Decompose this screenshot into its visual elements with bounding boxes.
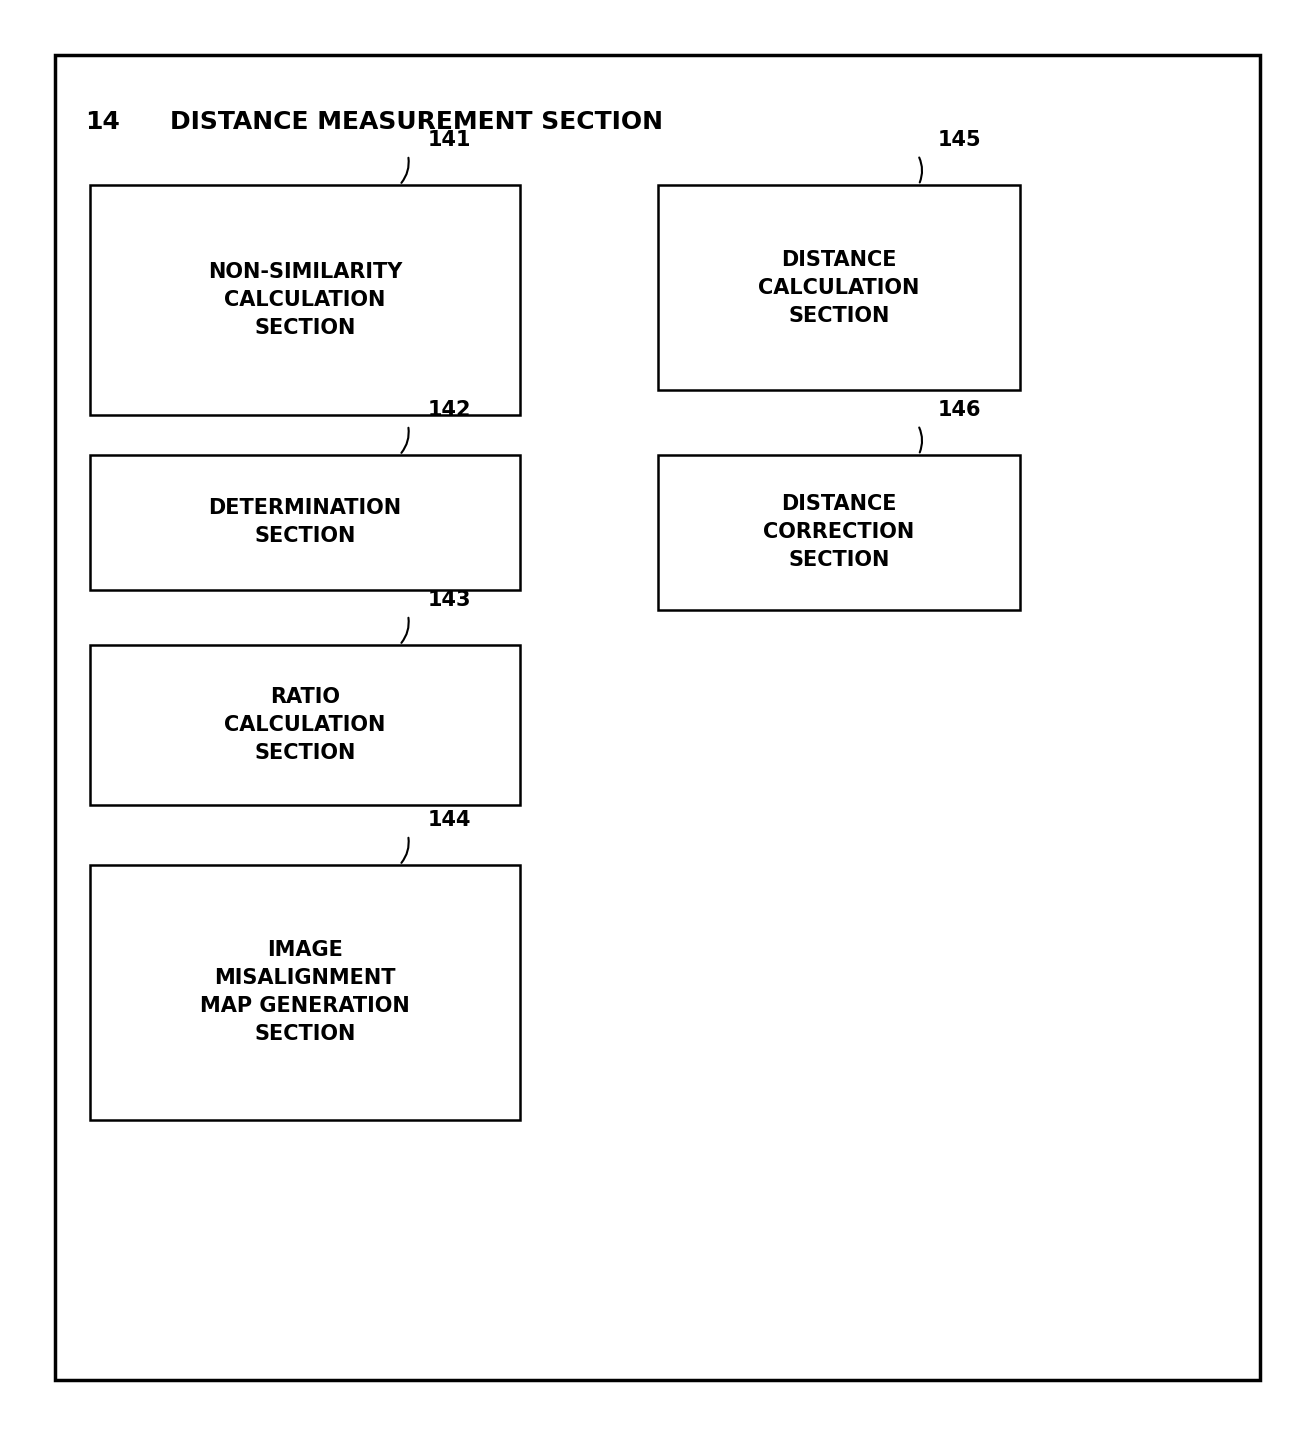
Text: DISTANCE
CALCULATION
SECTION: DISTANCE CALCULATION SECTION: [759, 250, 919, 326]
Text: DISTANCE MEASUREMENT SECTION: DISTANCE MEASUREMENT SECTION: [170, 110, 663, 133]
Text: NON-SIMILARITY
CALCULATION
SECTION: NON-SIMILARITY CALCULATION SECTION: [208, 263, 402, 339]
Text: 142: 142: [427, 400, 472, 420]
Bar: [658, 185, 1020, 390]
Text: 141: 141: [427, 131, 472, 151]
Bar: [658, 455, 1020, 610]
Bar: [89, 865, 519, 1119]
Text: 146: 146: [938, 400, 981, 420]
Text: RATIO
CALCULATION
SECTION: RATIO CALCULATION SECTION: [225, 687, 385, 763]
Text: 145: 145: [938, 131, 981, 151]
Text: 143: 143: [427, 590, 472, 610]
Bar: [89, 455, 519, 590]
Text: DETERMINATION
SECTION: DETERMINATION SECTION: [209, 498, 401, 547]
Text: 14: 14: [85, 110, 120, 133]
Text: IMAGE
MISALIGNMENT
MAP GENERATION
SECTION: IMAGE MISALIGNMENT MAP GENERATION SECTIO…: [200, 940, 410, 1045]
Bar: [89, 644, 519, 805]
Text: 144: 144: [427, 809, 472, 829]
Text: DISTANCE
CORRECTION
SECTION: DISTANCE CORRECTION SECTION: [764, 495, 915, 571]
Bar: [89, 185, 519, 415]
